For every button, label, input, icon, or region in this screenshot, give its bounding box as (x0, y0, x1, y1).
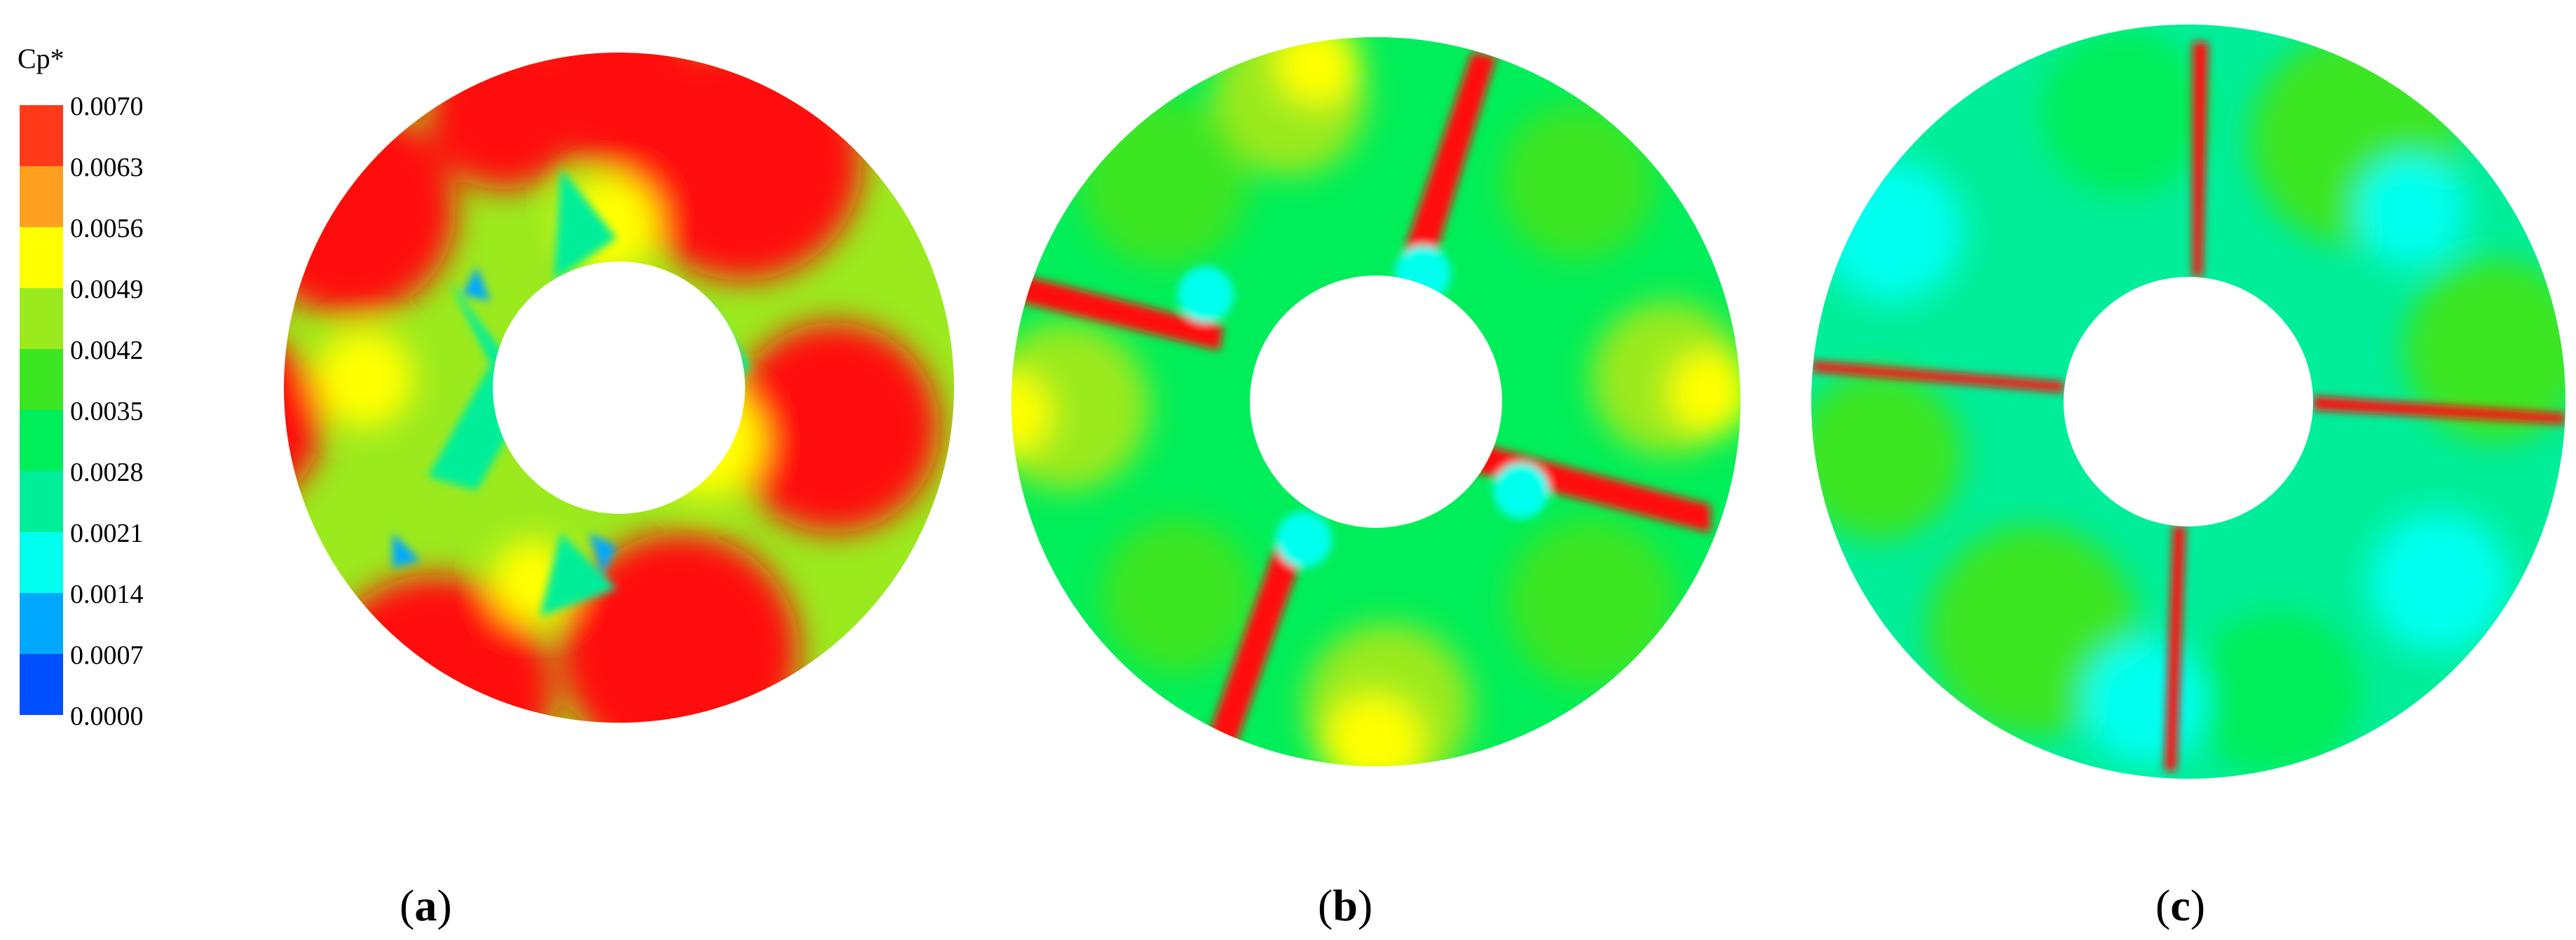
legend-swatch (20, 105, 63, 166)
contour-plots (284, 25, 2565, 779)
legend-tick-label: 0.0028 (70, 458, 144, 487)
panel-label-a: (a) (400, 880, 452, 930)
legend-swatch (20, 593, 63, 654)
legend-swatch (20, 227, 63, 288)
contour-annulus-a (284, 53, 954, 723)
legend-swatch (20, 654, 63, 715)
legend-title: Cp* (18, 43, 64, 74)
legend-swatch (20, 471, 63, 532)
legend-tick-label: 0.0035 (70, 397, 144, 426)
contour-annulus-c (1811, 25, 2565, 779)
legend-swatch (20, 410, 63, 471)
panel-label-c: (c) (2155, 880, 2206, 930)
legend-tick-label: 0.0070 (70, 92, 144, 121)
panel-label-b: (b) (1318, 880, 1373, 930)
legend-swatch (20, 288, 63, 349)
legend-swatch (20, 349, 63, 410)
legend-swatch (20, 166, 63, 227)
legend-tick-label: 0.0007 (70, 641, 144, 670)
color-scale-bar (20, 105, 63, 715)
legend-tick-label: 0.0049 (70, 275, 144, 304)
legend-tick-label: 0.0063 (70, 153, 144, 182)
legend-swatch (20, 532, 63, 593)
legend-tick-label: 0.0000 (70, 702, 144, 731)
legend-tick-label: 0.0014 (70, 580, 144, 609)
legend-tick-label: 0.0042 (70, 336, 144, 365)
legend-tick-label: 0.0021 (70, 519, 144, 548)
legend-tick-label: 0.0056 (70, 214, 144, 243)
contour-annulus-b (1011, 37, 1740, 766)
